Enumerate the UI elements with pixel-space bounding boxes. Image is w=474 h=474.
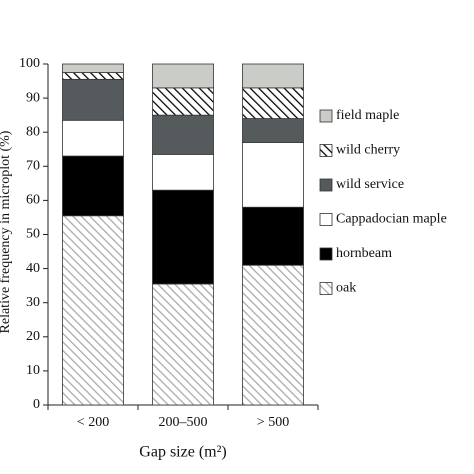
bar-segment (62, 63, 124, 73)
legend-label: wild service (336, 177, 404, 192)
legend-swatch (319, 144, 333, 157)
x-tick-label: 200–500 (159, 415, 208, 430)
y-tick-label: 40 (26, 261, 40, 276)
bar-segment (62, 72, 124, 80)
bar-segment (152, 114, 214, 155)
y-tick-label: 90 (26, 90, 40, 105)
y-tick-label: 10 (26, 363, 40, 378)
bar-segment (242, 63, 304, 89)
y-tick-label: 60 (26, 193, 40, 208)
bar-segment (152, 153, 214, 191)
y-tick-label: 30 (26, 295, 40, 310)
bar-segment (242, 87, 304, 119)
bar-segment (242, 142, 304, 208)
legend-swatch (319, 247, 333, 261)
legend-label: Cappadocian maple (336, 212, 447, 227)
bar-segment (62, 155, 124, 217)
legend-label: wild cherry (336, 143, 400, 158)
bar-segment (152, 63, 214, 89)
y-axis-title: Relative frequency in microplot (%) (0, 130, 13, 333)
legend-swatch (319, 109, 333, 123)
bar-segment (62, 215, 124, 406)
legend-label: oak (336, 281, 356, 296)
bar-segment (62, 119, 124, 157)
y-tick-label: 50 (26, 227, 40, 242)
legend-swatch (319, 178, 333, 192)
y-tick-label: 0 (33, 397, 40, 412)
bar-segment (152, 189, 214, 285)
x-axis-title: Gap size (m²) (139, 444, 226, 461)
bar-segment (242, 206, 304, 266)
bar-segment (152, 283, 214, 406)
bar-segment (242, 264, 304, 406)
bar-segment (242, 118, 304, 143)
y-tick-label: 70 (26, 159, 40, 174)
legend-label: hornbeam (336, 246, 392, 261)
x-tick-label: > 500 (257, 415, 289, 430)
x-tick-label: < 200 (77, 415, 109, 430)
legend-label: field maple (336, 108, 399, 123)
legend-swatch (319, 213, 333, 226)
legend-swatch (319, 282, 333, 295)
y-tick-label: 20 (26, 329, 40, 344)
y-tick-label: 100 (19, 56, 40, 71)
y-tick-label: 80 (26, 124, 40, 139)
bar-segment (62, 78, 124, 121)
bar-segment (152, 87, 214, 116)
